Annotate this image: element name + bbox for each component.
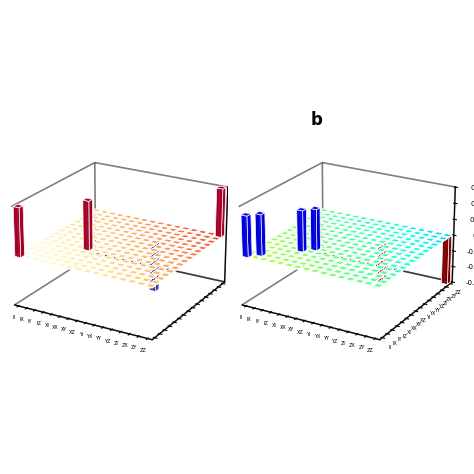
Text: b: b: [310, 111, 322, 129]
